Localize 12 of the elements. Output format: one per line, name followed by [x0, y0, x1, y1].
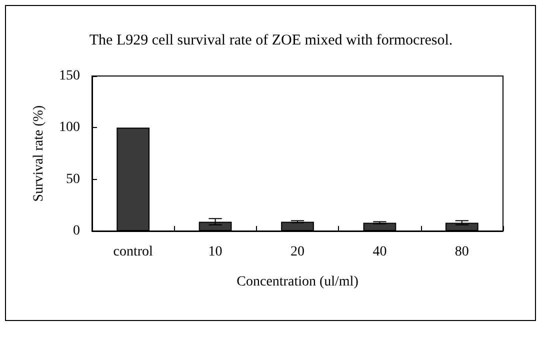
x-axis-title: Concentration (ul/ml)	[236, 274, 359, 290]
chart-title: The L929 cell survival rate of ZOE mixed with formocresol.	[89, 32, 453, 48]
y-axis-title: Survival rate (%)	[32, 104, 46, 202]
x-tick-label: 10	[208, 244, 222, 260]
x-tick-label: control	[113, 244, 154, 260]
x-tick-label: 40	[372, 244, 387, 260]
y-tick-label: 0	[73, 224, 80, 238]
y-tick-label: 100	[59, 120, 80, 136]
x-tick-label: 80	[454, 244, 469, 260]
y-tick-label: 50	[66, 172, 80, 187]
x-tick-label: 20	[290, 244, 304, 260]
y-tick-label: 150	[59, 68, 80, 84]
